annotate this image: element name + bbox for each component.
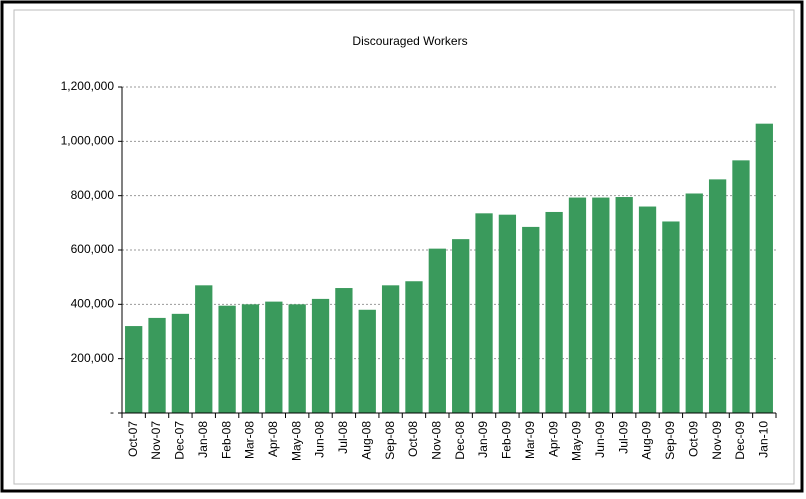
chart-area	[13, 9, 795, 485]
bar	[592, 197, 610, 413]
x-tick-label: Apr-08	[266, 421, 280, 457]
bar	[358, 309, 376, 413]
bar	[708, 179, 727, 413]
x-tick-label: Feb-08	[219, 421, 233, 459]
bar	[685, 193, 703, 413]
x-tick-label: Dec-08	[453, 421, 467, 460]
chart-title: Discouraged Workers	[352, 34, 467, 48]
bar	[241, 304, 260, 413]
x-tick-label: Jul-08	[336, 421, 350, 454]
x-tick-label: Aug-09	[640, 421, 654, 460]
x-tick-label: Jan-08	[196, 421, 210, 458]
bar	[615, 197, 633, 413]
bar	[662, 221, 680, 413]
x-tick-label: Sep-09	[663, 421, 677, 460]
x-tick-label: Nov-08	[429, 421, 443, 460]
bar	[311, 298, 330, 413]
bar	[545, 211, 563, 413]
bar	[405, 281, 423, 413]
bar	[732, 160, 750, 413]
y-tick-label: -	[110, 405, 114, 419]
x-tick-label: Oct-08	[406, 421, 420, 457]
x-tick-label: Nov-07	[149, 421, 163, 460]
x-tick-label: Dec-07	[173, 421, 187, 460]
bar	[218, 305, 236, 413]
bar	[335, 288, 353, 413]
bar	[381, 285, 400, 413]
y-tick-label: 1,200,000	[61, 79, 115, 93]
x-tick-label: May-09	[570, 421, 584, 461]
bar	[288, 304, 306, 413]
bar	[638, 206, 657, 413]
bar	[195, 285, 213, 413]
x-tick-label: Mar-08	[243, 421, 257, 459]
bar	[171, 313, 190, 413]
x-tick-label: Mar-09	[523, 421, 537, 459]
y-tick-label: 400,000	[71, 297, 115, 311]
x-tick-label: Aug-08	[359, 421, 373, 460]
x-tick-label: Sep-08	[383, 421, 397, 460]
bar	[522, 226, 540, 413]
y-tick-label: 1,000,000	[61, 134, 115, 148]
x-tick-label: Jan-10	[756, 421, 770, 458]
x-tick-label: Oct-07	[126, 421, 140, 457]
x-tick-label: Jun-08	[313, 421, 327, 458]
bar	[498, 214, 517, 413]
x-tick-label: Oct-09	[686, 421, 700, 457]
x-tick-label: Jan-09	[476, 421, 490, 458]
x-tick-label: Jun-09	[593, 421, 607, 458]
y-tick-label: 800,000	[71, 188, 115, 202]
x-tick-label: May-08	[289, 421, 303, 461]
bar	[452, 239, 470, 413]
y-tick-label: 600,000	[71, 242, 115, 256]
x-tick-label: Apr-09	[546, 421, 560, 457]
y-tick-label: 200,000	[71, 351, 115, 365]
bar	[125, 326, 143, 413]
bar	[148, 317, 166, 413]
x-tick-label: Dec-09	[733, 421, 747, 460]
x-tick-label: Feb-09	[500, 421, 514, 459]
bar	[568, 197, 587, 413]
bar	[475, 213, 493, 413]
x-tick-label: Nov-09	[710, 421, 724, 460]
x-tick-label: Jul-09	[616, 421, 630, 454]
bar	[755, 123, 773, 414]
bar	[428, 248, 446, 413]
bar	[265, 301, 283, 413]
